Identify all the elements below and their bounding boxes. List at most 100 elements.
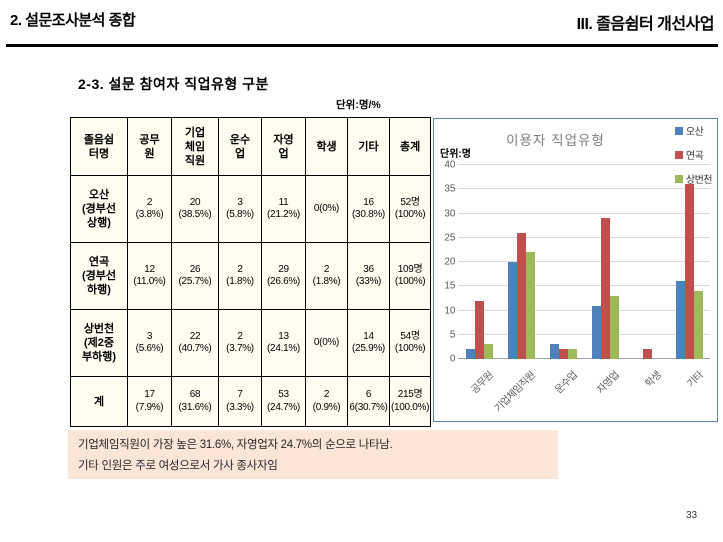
bar-상번천-공무원 bbox=[483, 344, 493, 359]
gridline bbox=[458, 333, 710, 335]
x-axis-baseline bbox=[458, 358, 710, 359]
table-cell: 3 (5.6%) bbox=[127, 309, 172, 377]
table-cell: 13 (24.1%) bbox=[261, 309, 306, 377]
summary-note-box: 기업체임직원이 가장 높은 31.6%, 자영업자 24.7%의 순으로 나타남… bbox=[68, 430, 558, 479]
y-tick-label: 25 bbox=[444, 232, 456, 244]
y-tick-label: 10 bbox=[444, 305, 456, 316]
table-header-row: 졸음쉼 터명 공무 원 기업 체임 직원 운수 업 자영 업 학생 기타 총계 bbox=[70, 117, 432, 176]
table-cell: 20 (38.5%) bbox=[171, 175, 219, 243]
gridline bbox=[458, 309, 710, 311]
bar-상번천-자영업 bbox=[609, 295, 619, 359]
table-cell: 53 (24.7%) bbox=[261, 376, 306, 427]
header-divider bbox=[6, 44, 718, 47]
table-header-cell: 총계 bbox=[388, 117, 432, 176]
table-header-cell: 졸음쉼 터명 bbox=[70, 117, 128, 176]
gridline bbox=[458, 261, 710, 262]
gridline bbox=[458, 188, 710, 190]
table-cell: 36 (33%) bbox=[347, 242, 390, 310]
table-cell: 12 (11.0%) bbox=[127, 242, 172, 310]
y-tick-label: 15 bbox=[444, 280, 456, 292]
table-cell: 11 (21.2%) bbox=[261, 175, 306, 243]
x-category-label: 기타 bbox=[685, 369, 706, 390]
table-cell: 2 (3.8%) bbox=[127, 175, 172, 243]
table-cell: 16 (30.8%) bbox=[347, 175, 390, 243]
table-cell: 2 (3.7%) bbox=[218, 309, 262, 377]
x-category-label: 학생 bbox=[643, 369, 664, 390]
table-unit-label: 단위:명/% bbox=[336, 99, 381, 111]
job-type-chart: 이용자 직업유형 단위:명 오산 연곡 상번천 0 5 10 15 20 25 30 35 40 공… bbox=[433, 118, 718, 422]
chart-x-labels: 공무원 기업체임직원 운수업 자영업 학생 기타 bbox=[458, 359, 710, 419]
legend-swatch-icon bbox=[674, 150, 683, 159]
table-cell: 6 6(30.7%) bbox=[347, 376, 390, 427]
bar-오산-기타 bbox=[675, 281, 685, 359]
table-header-cell: 기업 체임 직원 bbox=[171, 117, 219, 176]
table-cell: 0(0%) bbox=[305, 175, 348, 243]
x-category-label: 공무원 bbox=[469, 369, 496, 397]
bar-오산-운수업 bbox=[549, 344, 559, 359]
gridline bbox=[458, 285, 710, 287]
bar-연곡-학생 bbox=[642, 349, 652, 359]
section-title: 2-3. 설문 참여자 직업유형 구분 bbox=[78, 76, 269, 92]
table-row-label: 연곡 (경부선 하행) bbox=[70, 242, 128, 310]
table-cell: 2 (1.8%) bbox=[218, 242, 262, 310]
table-cell: 54명 (100%) bbox=[388, 309, 432, 377]
chart-unit-label: 단위:명 bbox=[440, 149, 471, 160]
header-right-title: III. 졸음쉼터 개선사업 bbox=[576, 16, 715, 33]
bar-연곡-기타 bbox=[684, 184, 694, 359]
table-header-cell: 기타 bbox=[347, 117, 390, 176]
survey-table: 졸음쉼 터명 공무 원 기업 체임 직원 운수 업 자영 업 학생 기타 총계 오산 (경부선 … bbox=[70, 117, 432, 427]
table-cell: 2 (1.8%) bbox=[305, 242, 348, 310]
table-cell: 68 (31.6%) bbox=[171, 376, 219, 427]
x-category-label: 자영업 bbox=[595, 369, 622, 397]
x-category-label: 운수업 bbox=[553, 369, 580, 397]
note-line: 기타 인원은 주로 여성으로서 가사 종사자임 bbox=[78, 460, 278, 472]
legend-swatch-icon bbox=[674, 174, 683, 183]
bar-상번천-기타 bbox=[693, 291, 703, 359]
x-category-label: 기업체임직원 bbox=[492, 369, 538, 415]
table-row: 오산 (경부선 상행) 2 (3.8%) 20 (38.5%) 3 (5.8%) 11 … bbox=[70, 175, 432, 243]
bar-오산-기업체임직원 bbox=[507, 262, 517, 359]
table-cell: 215명 (100.0%) bbox=[388, 376, 432, 427]
legend-label: 상번천 bbox=[685, 175, 713, 186]
bar-연곡-운수업 bbox=[558, 349, 568, 359]
bar-오산-자영업 bbox=[591, 305, 601, 359]
table-cell: 3 (5.8%) bbox=[218, 175, 262, 243]
table-row: 상번천 (제2중 부하행) 3 (5.6%) 22 (40.7%) 2 (3.7%) 1… bbox=[70, 309, 432, 377]
legend-label: 연곡 bbox=[685, 151, 704, 162]
table-header-cell: 자영 업 bbox=[261, 117, 306, 176]
legend-item: 연곡 bbox=[674, 147, 712, 162]
legend-item: 오산 bbox=[674, 123, 712, 138]
table-header-cell: 운수 업 bbox=[218, 117, 262, 176]
y-tick-label: 35 bbox=[444, 183, 456, 195]
page-number: 33 bbox=[686, 510, 698, 521]
bar-오산-공무원 bbox=[465, 349, 475, 359]
note-line: 기업체임직원이 가장 높은 31.6%, 자영업자 24.7%의 순으로 나타남… bbox=[78, 439, 393, 451]
bar-연곡-공무원 bbox=[474, 300, 484, 359]
table-row: 연곡 (경부선 하행) 12 (11.0%) 26 (25.7%) 2 (1.8%) 2… bbox=[70, 242, 432, 310]
table-row: 계 17 (7.9%) 68 (31.6%) 7 (3.3%) 53 (24.7%) 2 … bbox=[70, 376, 432, 427]
table-row-label: 상번천 (제2중 부하행) bbox=[70, 309, 128, 377]
legend-swatch-icon bbox=[674, 126, 683, 135]
table-row-label: 계 bbox=[70, 376, 128, 427]
y-tick-label: 5 bbox=[449, 329, 456, 341]
table-cell: 7 (3.3%) bbox=[218, 376, 262, 427]
table-header-cell: 학생 bbox=[305, 117, 348, 176]
table-header-cell: 공무 원 bbox=[127, 117, 172, 176]
table-cell: 0(0%) bbox=[305, 309, 348, 377]
y-tick-label: 30 bbox=[444, 208, 456, 219]
table-cell: 14 (25.9%) bbox=[347, 309, 390, 377]
table-cell: 26 (25.7%) bbox=[171, 242, 219, 310]
gridline bbox=[458, 212, 710, 214]
table-cell: 109명 (100%) bbox=[388, 242, 432, 310]
table-row-label: 오산 (경부선 상행) bbox=[70, 175, 128, 243]
y-tick-label: 20 bbox=[444, 256, 456, 268]
table-cell: 52명 (100%) bbox=[388, 175, 432, 243]
legend-label: 오산 bbox=[685, 127, 704, 138]
chart-plot-area: 0 5 10 15 20 25 30 35 40 bbox=[444, 160, 710, 365]
bar-연곡-기업체임직원 bbox=[516, 232, 526, 359]
chart-title: 이용자 직업유형 bbox=[506, 133, 605, 148]
table-cell: 22 (40.7%) bbox=[171, 309, 219, 377]
legend-item: 상번천 bbox=[674, 171, 713, 186]
gridline bbox=[458, 236, 710, 238]
